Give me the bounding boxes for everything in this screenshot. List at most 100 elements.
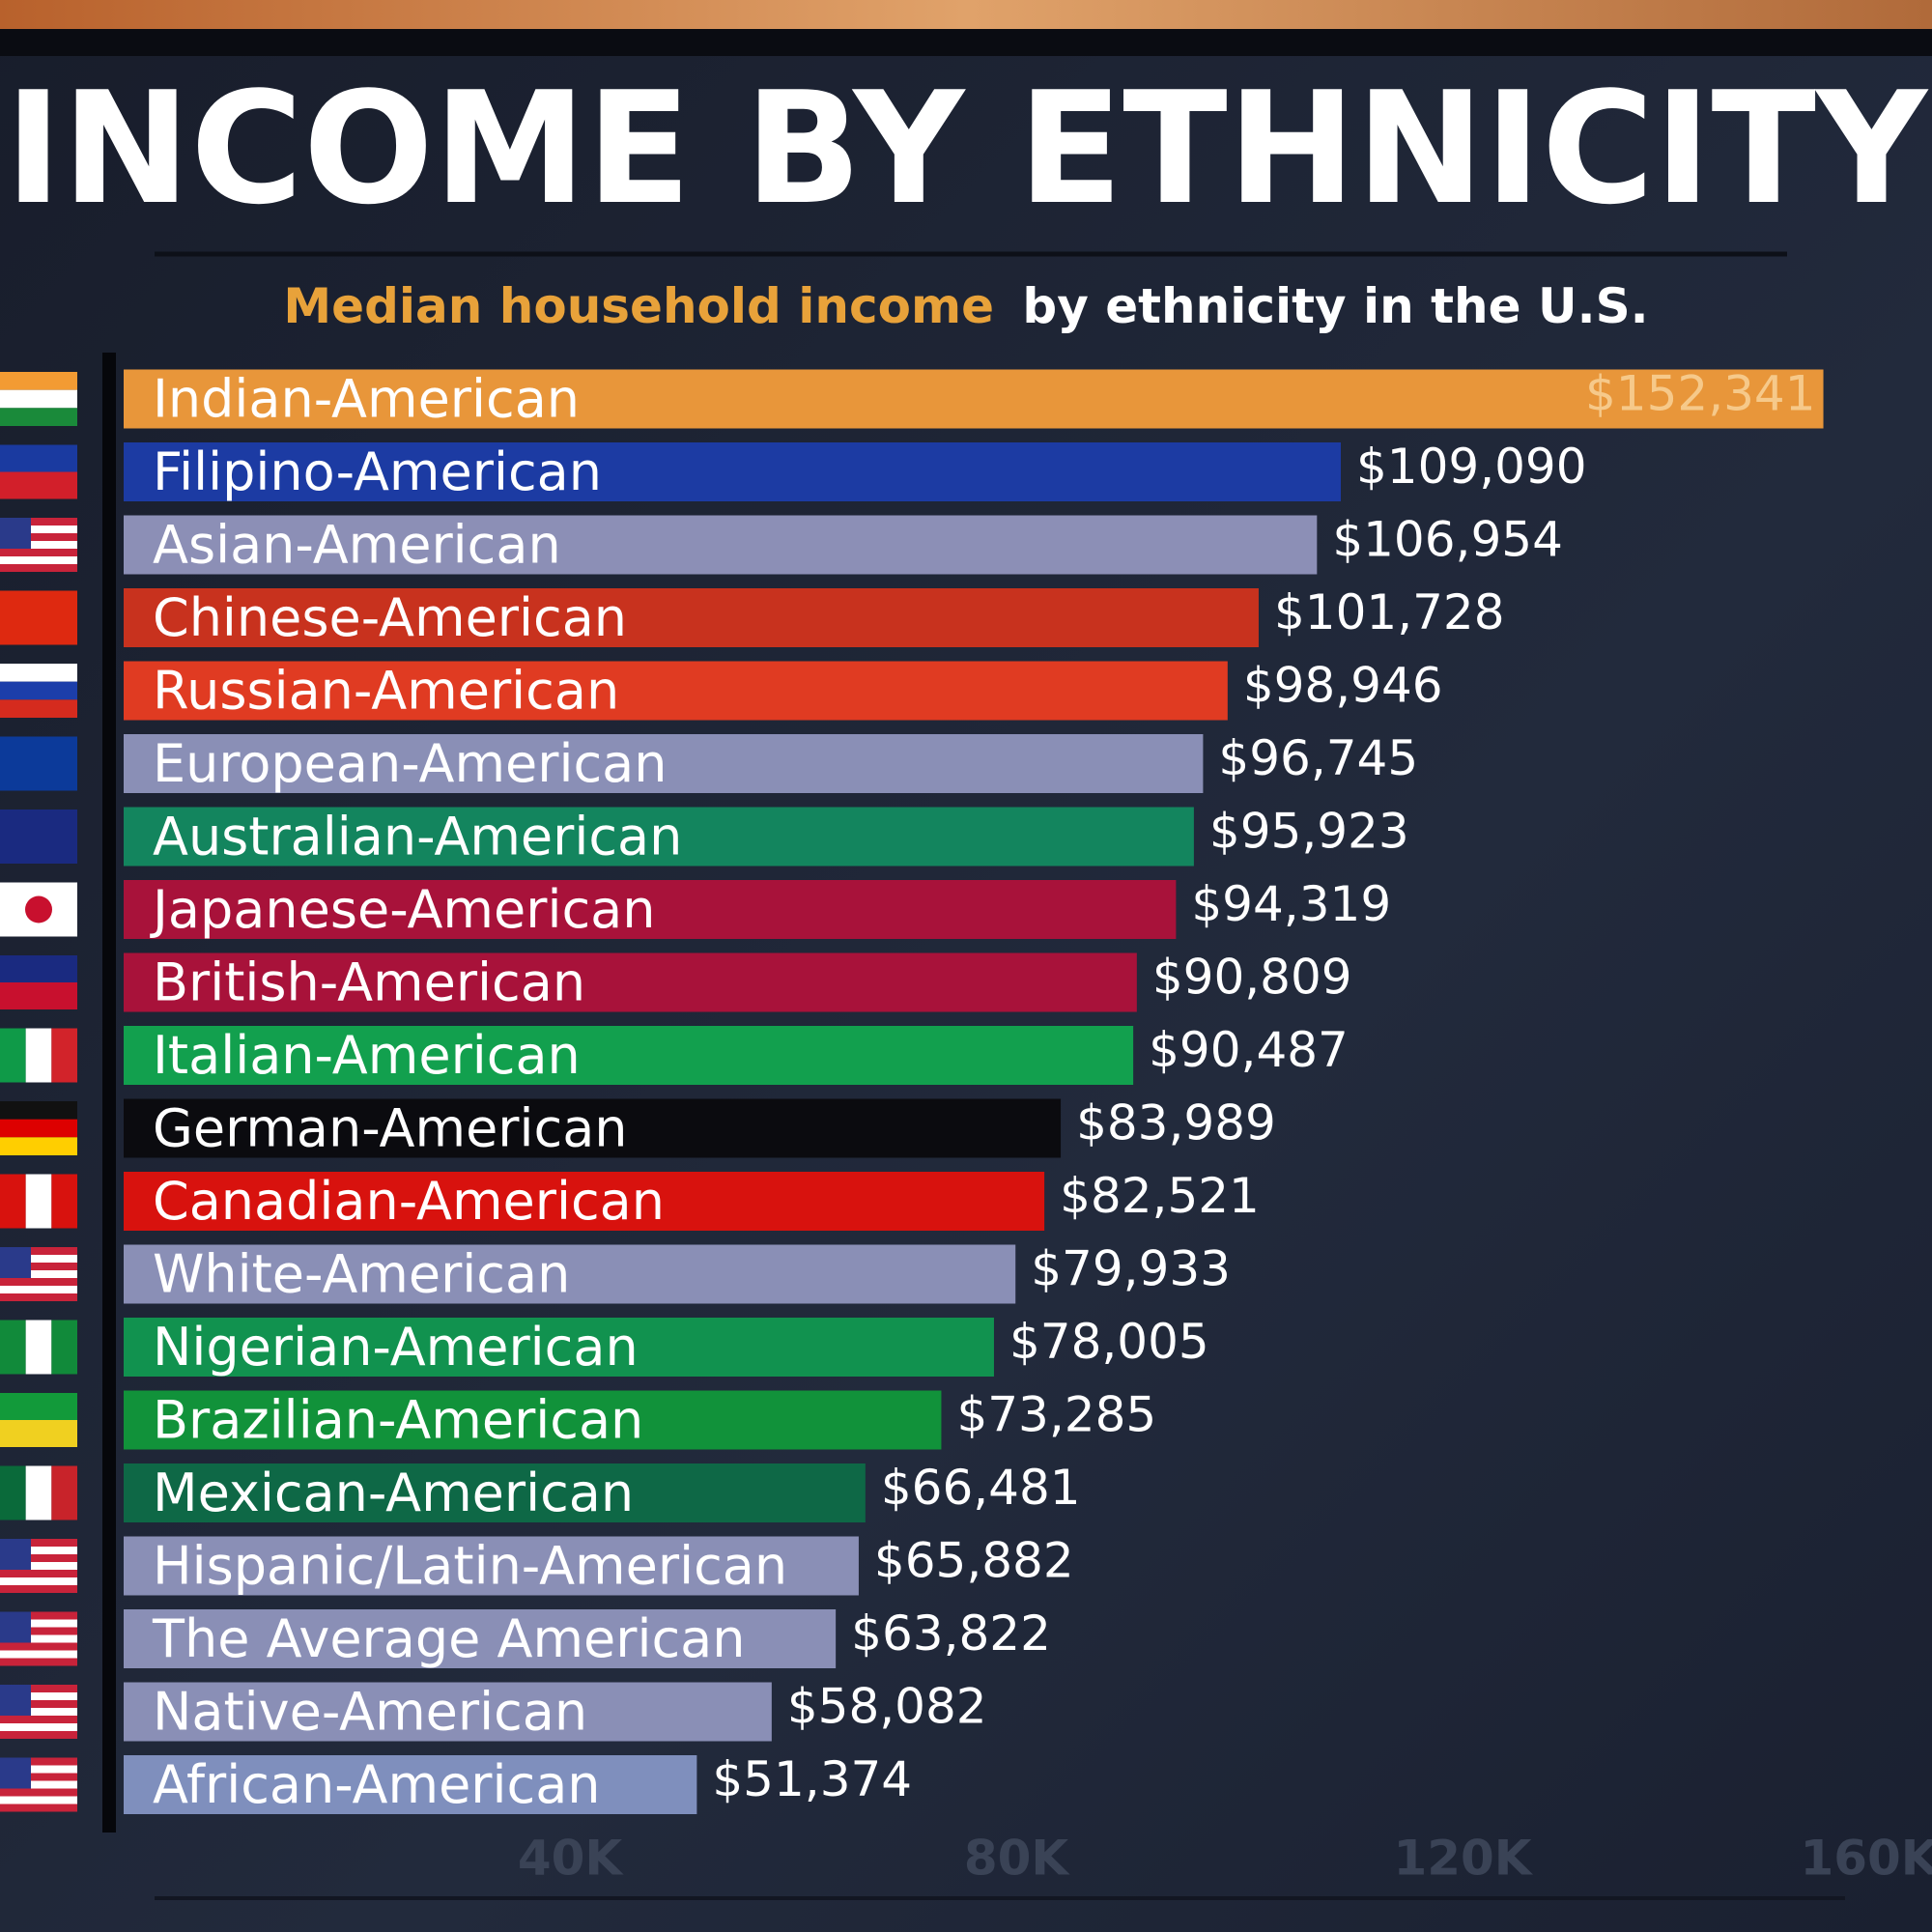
flag-part [0, 1577, 77, 1585]
flag-part [51, 1174, 77, 1229]
value-label: $66,481 [881, 1460, 1081, 1516]
flag-part [25, 895, 52, 923]
value-label: $90,809 [1152, 950, 1352, 1006]
category-label: German-American [153, 1098, 628, 1159]
category-label: Brazilian-American [153, 1390, 643, 1451]
flag-part [0, 699, 77, 718]
flag-part [0, 1796, 77, 1804]
flag-part [0, 1286, 77, 1293]
flag-part [0, 1293, 77, 1301]
x-tick-label: 40K [518, 1831, 625, 1887]
flag-part [0, 1570, 77, 1577]
bar [124, 588, 1259, 647]
value-label: $152,341 [1585, 366, 1816, 422]
flag-part [51, 1465, 77, 1520]
value-label: $98,946 [1243, 658, 1443, 714]
flag-part [0, 1650, 77, 1659]
flag-part [0, 1788, 77, 1797]
value-label: $109,090 [1356, 439, 1587, 495]
flag-part [0, 1119, 77, 1138]
flag-part [0, 518, 31, 549]
bar [124, 1026, 1134, 1085]
flag-part [0, 1585, 77, 1593]
flag-part [0, 1757, 77, 1766]
flag-part [0, 1708, 77, 1716]
category-label: White-American [153, 1244, 570, 1305]
flag-part [0, 1547, 77, 1554]
flag-part [0, 1255, 77, 1263]
bar [124, 661, 1228, 721]
value-label: $78,005 [1009, 1314, 1209, 1370]
flag-part [0, 681, 77, 700]
value-label: $58,082 [787, 1679, 987, 1735]
flag-part [0, 1773, 77, 1781]
flag-part [0, 837, 77, 864]
flag-part [0, 1554, 77, 1562]
flag-part [0, 1700, 77, 1708]
value-label: $106,954 [1332, 512, 1563, 568]
category-label: Nigerian-American [153, 1317, 639, 1378]
category-label: Mexican-American [153, 1463, 634, 1523]
category-label: Indian-American [153, 369, 580, 430]
flag-part [0, 1278, 77, 1286]
flag-part [0, 556, 77, 564]
flag-part [0, 1692, 77, 1700]
flag-part [0, 1658, 77, 1666]
flag-part [25, 1174, 52, 1229]
bar [124, 1098, 1062, 1158]
flag-part [0, 1320, 26, 1375]
flag-part [0, 1611, 77, 1620]
flag-part [0, 1627, 77, 1635]
flag-part [0, 810, 77, 837]
value-label: $95,923 [1209, 804, 1409, 860]
bar [124, 1536, 859, 1596]
bar [124, 952, 1137, 1012]
flag-part [0, 372, 77, 390]
value-label: $94,319 [1191, 876, 1391, 932]
header-band [0, 29, 1932, 56]
category-label: Chinese-American [153, 587, 627, 648]
flag-part [0, 564, 77, 572]
flag-part [0, 1539, 31, 1570]
value-label: $79,933 [1031, 1241, 1231, 1297]
bar [124, 369, 1824, 429]
flag-part [0, 617, 77, 645]
flag-part [0, 408, 77, 426]
flag-part [0, 1263, 77, 1270]
value-label: $101,728 [1274, 584, 1505, 640]
flag-part [0, 1174, 26, 1229]
flag-part [25, 1028, 52, 1083]
flag-part [0, 1642, 77, 1651]
subtitle-highlight: Median household income [283, 278, 994, 334]
flag-part [0, 518, 77, 526]
bar [124, 880, 1177, 939]
category-label: European-American [153, 733, 668, 794]
value-label: $90,487 [1149, 1022, 1349, 1078]
flag-part [0, 1247, 31, 1278]
x-tick-label: 120K [1393, 1831, 1533, 1887]
flag-part [0, 1539, 77, 1547]
flag-part [0, 1393, 77, 1420]
chart-title: INCOME BY ETHNICITY [5, 58, 1929, 239]
value-label: $63,822 [851, 1605, 1051, 1662]
bar [124, 734, 1204, 793]
chart-subtitle: Median household income by ethnicity in … [283, 278, 1648, 334]
value-label: $51,374 [712, 1751, 912, 1807]
flag-part [0, 1685, 77, 1692]
flag-part [0, 955, 77, 982]
category-label: African-American [153, 1754, 601, 1815]
value-label: $83,989 [1076, 1095, 1276, 1151]
flag-part [0, 1780, 77, 1789]
flag-part [0, 1804, 77, 1812]
bar [124, 807, 1194, 867]
flag-part [51, 1320, 77, 1375]
bar [124, 1244, 1016, 1304]
category-label: Australian-American [153, 807, 682, 867]
flag-part [0, 1247, 77, 1255]
category-label: The Average American [152, 1608, 746, 1669]
category-label: British-American [153, 952, 585, 1013]
flag-part [0, 471, 77, 499]
flag-part [0, 1465, 26, 1520]
value-label: $96,745 [1218, 730, 1418, 786]
flag-part [0, 444, 77, 472]
